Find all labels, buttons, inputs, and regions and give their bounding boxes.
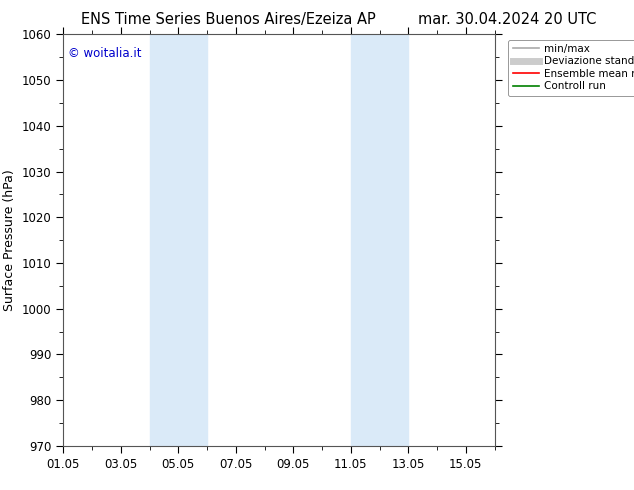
Y-axis label: Surface Pressure (hPa): Surface Pressure (hPa) [3,169,16,311]
Legend: min/max, Deviazione standard, Ensemble mean run, Controll run: min/max, Deviazione standard, Ensemble m… [508,40,634,96]
Text: mar. 30.04.2024 20 UTC: mar. 30.04.2024 20 UTC [418,12,597,27]
Text: © woitalia.it: © woitalia.it [68,47,141,60]
Bar [150,34,207,446]
Text: ENS Time Series Buenos Aires/Ezeiza AP: ENS Time Series Buenos Aires/Ezeiza AP [81,12,375,27]
Bar [351,34,408,446]
